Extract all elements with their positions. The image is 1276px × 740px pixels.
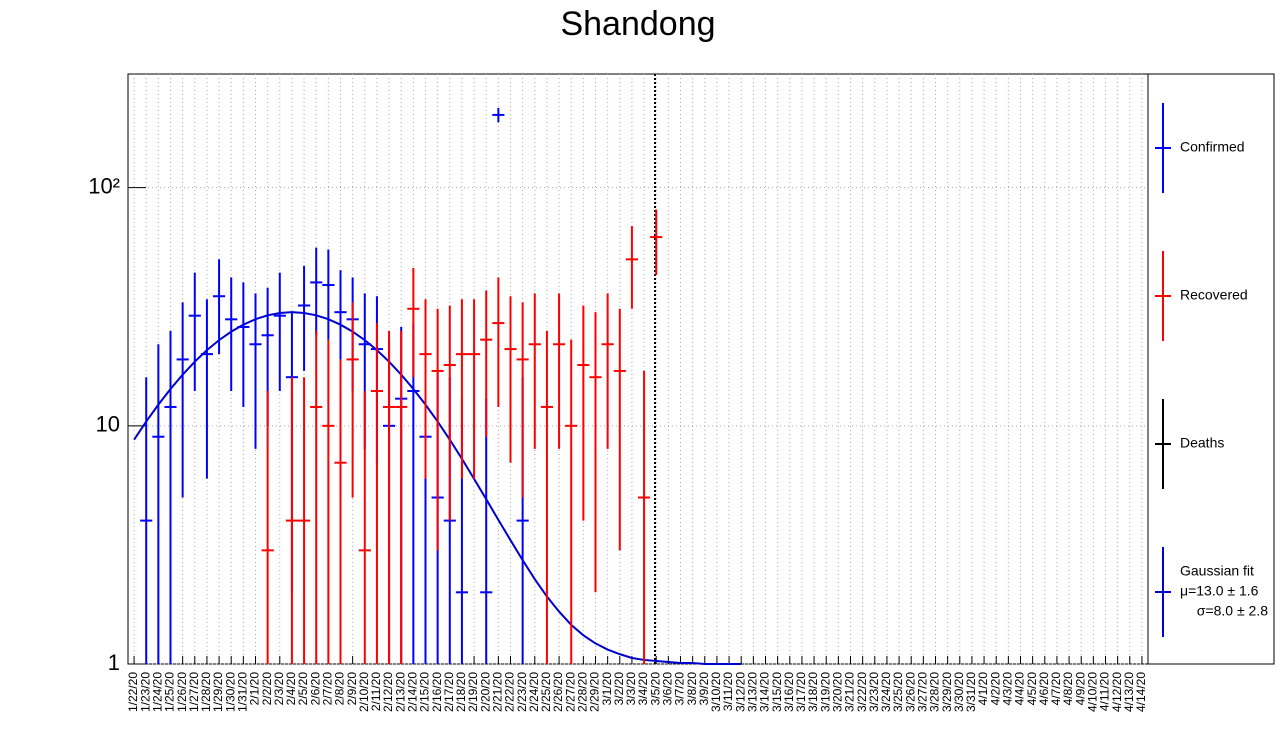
- x-tick-label: 1/23/20: [138, 672, 152, 712]
- x-tick-label: 3/26/20: [903, 672, 917, 712]
- x-tick-label: 1/28/20: [199, 672, 213, 712]
- x-tick-label: 3/15/20: [770, 672, 784, 712]
- y-tick-label: 1: [108, 650, 120, 675]
- x-tick-label: 3/5/20: [648, 672, 662, 706]
- x-tick-label: 2/3/20: [272, 672, 286, 706]
- chart-title: Shandong: [560, 5, 715, 43]
- legend-label: σ=8.0 ± 2.8: [1197, 603, 1268, 619]
- x-tick-label: 3/3/20: [624, 672, 638, 706]
- x-tick-label: 3/10/20: [709, 672, 723, 712]
- x-tick-label: 2/6/20: [308, 672, 322, 706]
- x-tick-label: 2/4/20: [284, 672, 298, 706]
- x-tick-label: 3/20/20: [831, 672, 845, 712]
- x-tick-label: 2/5/20: [296, 672, 310, 706]
- legend-label: Confirmed: [1180, 139, 1245, 155]
- x-tick-label: 2/17/20: [442, 672, 456, 712]
- x-tick-label: 1/25/20: [163, 672, 177, 712]
- x-tick-label: 2/22/20: [503, 672, 517, 712]
- x-tick-label: 3/18/20: [806, 672, 820, 712]
- legend-box: [1147, 73, 1275, 665]
- x-tick-label: 4/11/20: [1098, 672, 1112, 711]
- x-tick-label: 2/14/20: [406, 672, 420, 712]
- legend-label: Gaussian fit: [1180, 563, 1254, 579]
- x-tick-label: 3/22/20: [855, 672, 869, 712]
- x-tick-label: 4/7/20: [1049, 672, 1063, 706]
- x-tick-label: 3/31/20: [964, 672, 978, 712]
- x-tick-label: 4/14/20: [1134, 672, 1148, 712]
- x-tick-label: 3/17/20: [794, 672, 808, 712]
- x-tick-label: 3/9/20: [697, 672, 711, 706]
- x-tick-label: 2/23/20: [515, 672, 529, 712]
- x-tick-label: 2/29/20: [588, 672, 602, 712]
- legend-label: Deaths: [1180, 435, 1224, 451]
- x-tick-label: 3/12/20: [733, 672, 747, 712]
- x-tick-label: 2/15/20: [418, 672, 432, 712]
- x-tick-label: 4/9/20: [1073, 672, 1087, 706]
- x-tick-label: 4/6/20: [1037, 672, 1051, 706]
- x-tick-label: 2/10/20: [357, 672, 371, 712]
- plot-frame: [127, 73, 1149, 665]
- x-tick-label: 4/12/20: [1110, 672, 1124, 712]
- x-tick-label: 2/16/20: [430, 672, 444, 712]
- x-tick-label: 1/29/20: [211, 672, 225, 712]
- x-tick-label: 2/7/20: [321, 672, 335, 706]
- x-tick-label: 4/2/20: [988, 672, 1002, 706]
- x-tick-label: 2/18/20: [454, 672, 468, 712]
- x-tick-label: 2/13/20: [393, 672, 407, 712]
- x-tick-label: 4/4/20: [1013, 672, 1027, 706]
- x-tick-label: 4/5/20: [1025, 672, 1039, 706]
- x-tick-label: 2/19/20: [466, 672, 480, 712]
- x-tick-label: 4/8/20: [1061, 672, 1075, 706]
- x-tick-label: 3/13/20: [746, 672, 760, 712]
- x-tick-label: 3/16/20: [782, 672, 796, 712]
- x-tick-label: 3/30/20: [952, 672, 966, 712]
- x-tick-label: 3/27/20: [916, 672, 930, 712]
- x-tick-label: 3/23/20: [867, 672, 881, 712]
- x-tick-label: 3/19/20: [818, 672, 832, 712]
- x-tick-label: 3/6/20: [661, 672, 675, 706]
- x-tick-label: 3/24/20: [879, 672, 893, 712]
- x-tick-label: 3/28/20: [928, 672, 942, 712]
- x-tick-label: 2/8/20: [333, 672, 347, 706]
- x-tick-label: 3/29/20: [940, 672, 954, 712]
- x-tick-label: 2/28/20: [576, 672, 590, 712]
- x-tick-label: 3/25/20: [891, 672, 905, 712]
- x-tick-label: 2/2/20: [260, 672, 274, 706]
- x-tick-label: 3/4/20: [636, 672, 650, 706]
- y-tick-label: 10: [96, 412, 120, 437]
- x-tick-label: 1/22/20: [126, 672, 140, 712]
- x-tick-label: 1/26/20: [175, 672, 189, 712]
- x-tick-label: 2/12/20: [381, 672, 395, 712]
- x-tick-label: 2/1/20: [248, 672, 262, 706]
- x-tick-label: 1/31/20: [236, 672, 250, 712]
- x-tick-label: 1/27/20: [187, 672, 201, 712]
- x-tick-label: 2/9/20: [345, 672, 359, 706]
- grid: [128, 74, 1148, 665]
- x-tick-label: 2/25/20: [539, 672, 553, 712]
- x-tick-label: 2/24/20: [527, 672, 541, 712]
- x-tick-label: 2/21/20: [491, 672, 505, 712]
- x-tick-label: 4/3/20: [1001, 672, 1015, 706]
- x-tick-label: 3/14/20: [758, 672, 772, 712]
- x-tick-label: 1/30/20: [223, 672, 237, 712]
- x-tick-label: 1/24/20: [151, 672, 165, 712]
- x-tick-label: 2/11/20: [369, 672, 383, 711]
- x-tick-label: 2/20/20: [478, 672, 492, 712]
- x-tick-label: 4/1/20: [976, 672, 990, 706]
- x-tick-label: 3/1/20: [600, 672, 614, 706]
- x-tick-label: 3/2/20: [612, 672, 626, 706]
- legend-label: Recovered: [1180, 287, 1248, 303]
- x-tick-label: 3/8/20: [685, 672, 699, 706]
- x-tick-label: 3/21/20: [843, 672, 857, 712]
- y-tick-label: 10²: [88, 173, 120, 198]
- x-tick-label: 4/10/20: [1086, 672, 1100, 712]
- x-tick-label: 3/11/20: [721, 672, 735, 711]
- x-tick-label: 2/26/20: [551, 672, 565, 712]
- x-tick-label: 4/13/20: [1122, 672, 1136, 712]
- x-tick-label: 3/7/20: [673, 672, 687, 706]
- x-tick-label: 2/27/20: [563, 672, 577, 712]
- legend-label: μ=13.0 ± 1.6: [1180, 583, 1259, 599]
